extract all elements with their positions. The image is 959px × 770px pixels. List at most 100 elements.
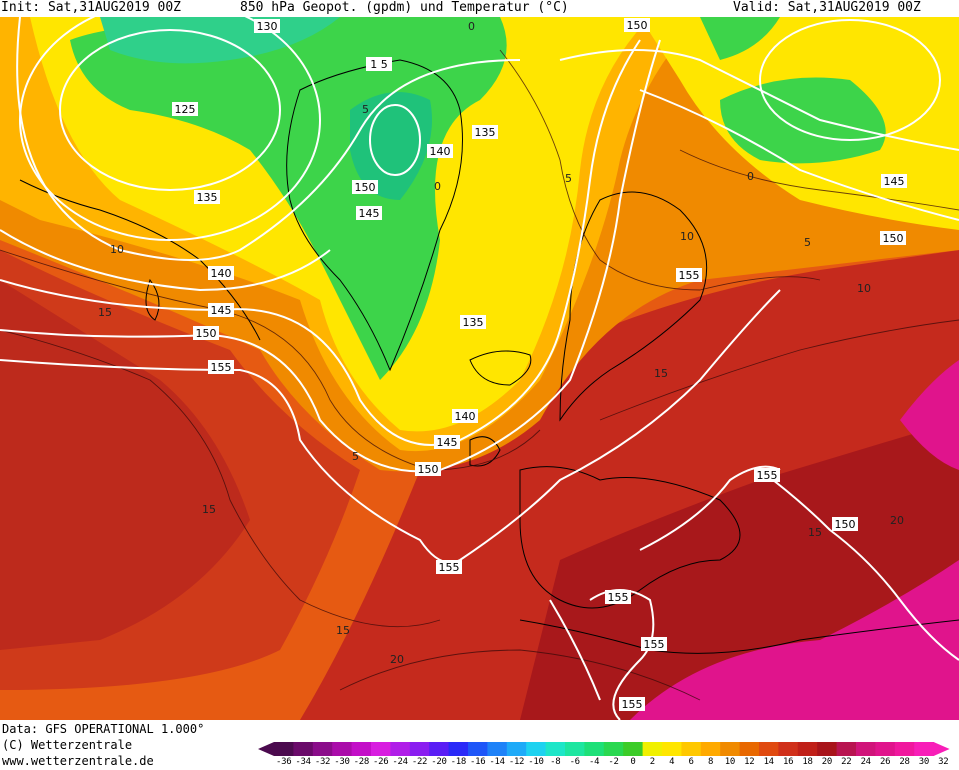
height-label: 150	[835, 518, 856, 531]
scale-tick-label: 0	[630, 757, 636, 767]
iceland-coast	[469, 350, 532, 386]
data-source: Data: GFS OPERATIONAL 1.000°	[2, 722, 205, 736]
height-label: 140	[211, 267, 232, 280]
scale-swatch	[875, 742, 896, 756]
height-contour-ridge-north	[759, 19, 941, 141]
very-hot-region-east	[900, 360, 959, 470]
scale-swatch	[565, 742, 585, 756]
temp-label: 0	[468, 20, 475, 33]
temp-label: 10	[680, 230, 694, 243]
scale-swatch	[390, 742, 411, 756]
temperature-labels: 10 15 5 5 0 0 5 10 10 15 15 15 20 15 20 …	[98, 20, 904, 666]
scale-tick-label: 24	[860, 757, 872, 767]
scale-tick-label: -22	[411, 757, 428, 767]
scale-tick-label: -20	[431, 757, 447, 767]
scale-tick-label: -34	[295, 757, 311, 767]
scale-tick-label: 16	[782, 757, 794, 767]
temp-label: 20	[890, 514, 904, 527]
scale-swatch	[506, 742, 527, 756]
scale-arrow-left	[258, 742, 274, 756]
scale-swatch	[545, 742, 566, 756]
temp-label: 5	[565, 172, 572, 185]
scale-swatch	[894, 742, 915, 756]
temp-label: 5	[352, 450, 359, 463]
height-label: 150	[418, 463, 439, 476]
scale-tick-label: -26	[373, 757, 389, 767]
scale-swatch	[603, 742, 624, 756]
scale-tick-label: 18	[802, 757, 813, 767]
scale-tick-label: -36	[276, 757, 292, 767]
height-contour-145-north	[639, 89, 959, 221]
temp-label: 0	[434, 180, 441, 193]
barents-cold-area	[720, 77, 886, 164]
height-labels: 130 125 135 140 145 150 155 140 150 145 …	[172, 18, 907, 711]
height-contour-135	[16, 17, 521, 261]
scale-tick-label: 12	[744, 757, 755, 767]
atlantic-warmer	[0, 280, 250, 650]
scale-tick-label: -14	[489, 757, 505, 767]
temp-contour-0	[679, 149, 959, 211]
height-label: 135	[463, 316, 484, 329]
scale-swatch	[409, 742, 430, 756]
height-label: 150	[355, 181, 376, 194]
scale-tick-label: -32	[314, 757, 331, 767]
scale-swatch	[468, 742, 488, 756]
scale-tick-label: -8	[550, 757, 561, 767]
temp-contour-15	[0, 329, 441, 628]
temp-label: 0	[747, 170, 754, 183]
scale-swatch	[312, 742, 333, 756]
height-label: 145	[437, 436, 458, 449]
height-label: 145	[884, 175, 905, 188]
temp-label: 20	[390, 653, 404, 666]
scale-tick-label: -16	[470, 757, 486, 767]
scale-swatch	[487, 742, 508, 756]
scale-swatch	[914, 742, 935, 756]
scale-tick-label: 28	[899, 757, 910, 767]
scale-swatch	[293, 742, 314, 756]
height-contour-140	[0, 229, 331, 292]
temp-label: 15	[336, 624, 350, 637]
height-label: 155	[679, 269, 700, 282]
temp-label: 10	[110, 243, 124, 256]
scale-tick-label: -2	[608, 757, 619, 767]
scale-tick-label: 32	[938, 757, 949, 767]
height-label: 155	[644, 638, 665, 651]
height-label: 155	[757, 469, 778, 482]
africa-coast	[519, 619, 959, 654]
temp-label: 5	[362, 103, 369, 116]
scale-tick-label: 2	[649, 757, 655, 767]
height-label: 135	[197, 191, 218, 204]
scale-swatch	[351, 742, 372, 756]
height-label: 1 5	[370, 58, 388, 71]
height-label: 125	[175, 103, 196, 116]
website-url[interactable]: www.wetterzentrale.de	[2, 754, 154, 768]
temp-label: 15	[808, 526, 822, 539]
height-label: 150	[196, 327, 217, 340]
scale-tick-label: 8	[707, 757, 714, 767]
scale-swatch	[274, 742, 294, 756]
temperature-contours	[0, 49, 959, 701]
temp-label: 15	[98, 306, 112, 319]
svalbard-cold-area	[700, 17, 780, 60]
height-label: 145	[359, 207, 380, 220]
labrador-coast	[19, 179, 261, 341]
height-contour-125	[59, 29, 281, 191]
scale-swatch	[759, 742, 779, 756]
europe-coast	[519, 466, 741, 609]
scale-swatch	[856, 742, 876, 756]
scale-tick-label: 22	[841, 757, 852, 767]
scandinavia-coast	[559, 191, 708, 422]
newfoundland-coast	[145, 278, 160, 321]
scale-swatch	[623, 742, 644, 756]
scale-tick-label: -12	[508, 757, 525, 767]
height-contour-low-greenland	[369, 104, 421, 176]
scale-tick-label: 20	[821, 757, 833, 767]
scale-swatch	[429, 742, 450, 756]
temp-label: 15	[654, 367, 668, 380]
scale-swatch	[681, 742, 702, 756]
scale-swatch	[720, 742, 741, 756]
height-label: 145	[211, 304, 232, 317]
scale-tick-label: -24	[392, 757, 408, 767]
scale-swatch	[448, 742, 469, 756]
height-label: 140	[455, 410, 476, 423]
